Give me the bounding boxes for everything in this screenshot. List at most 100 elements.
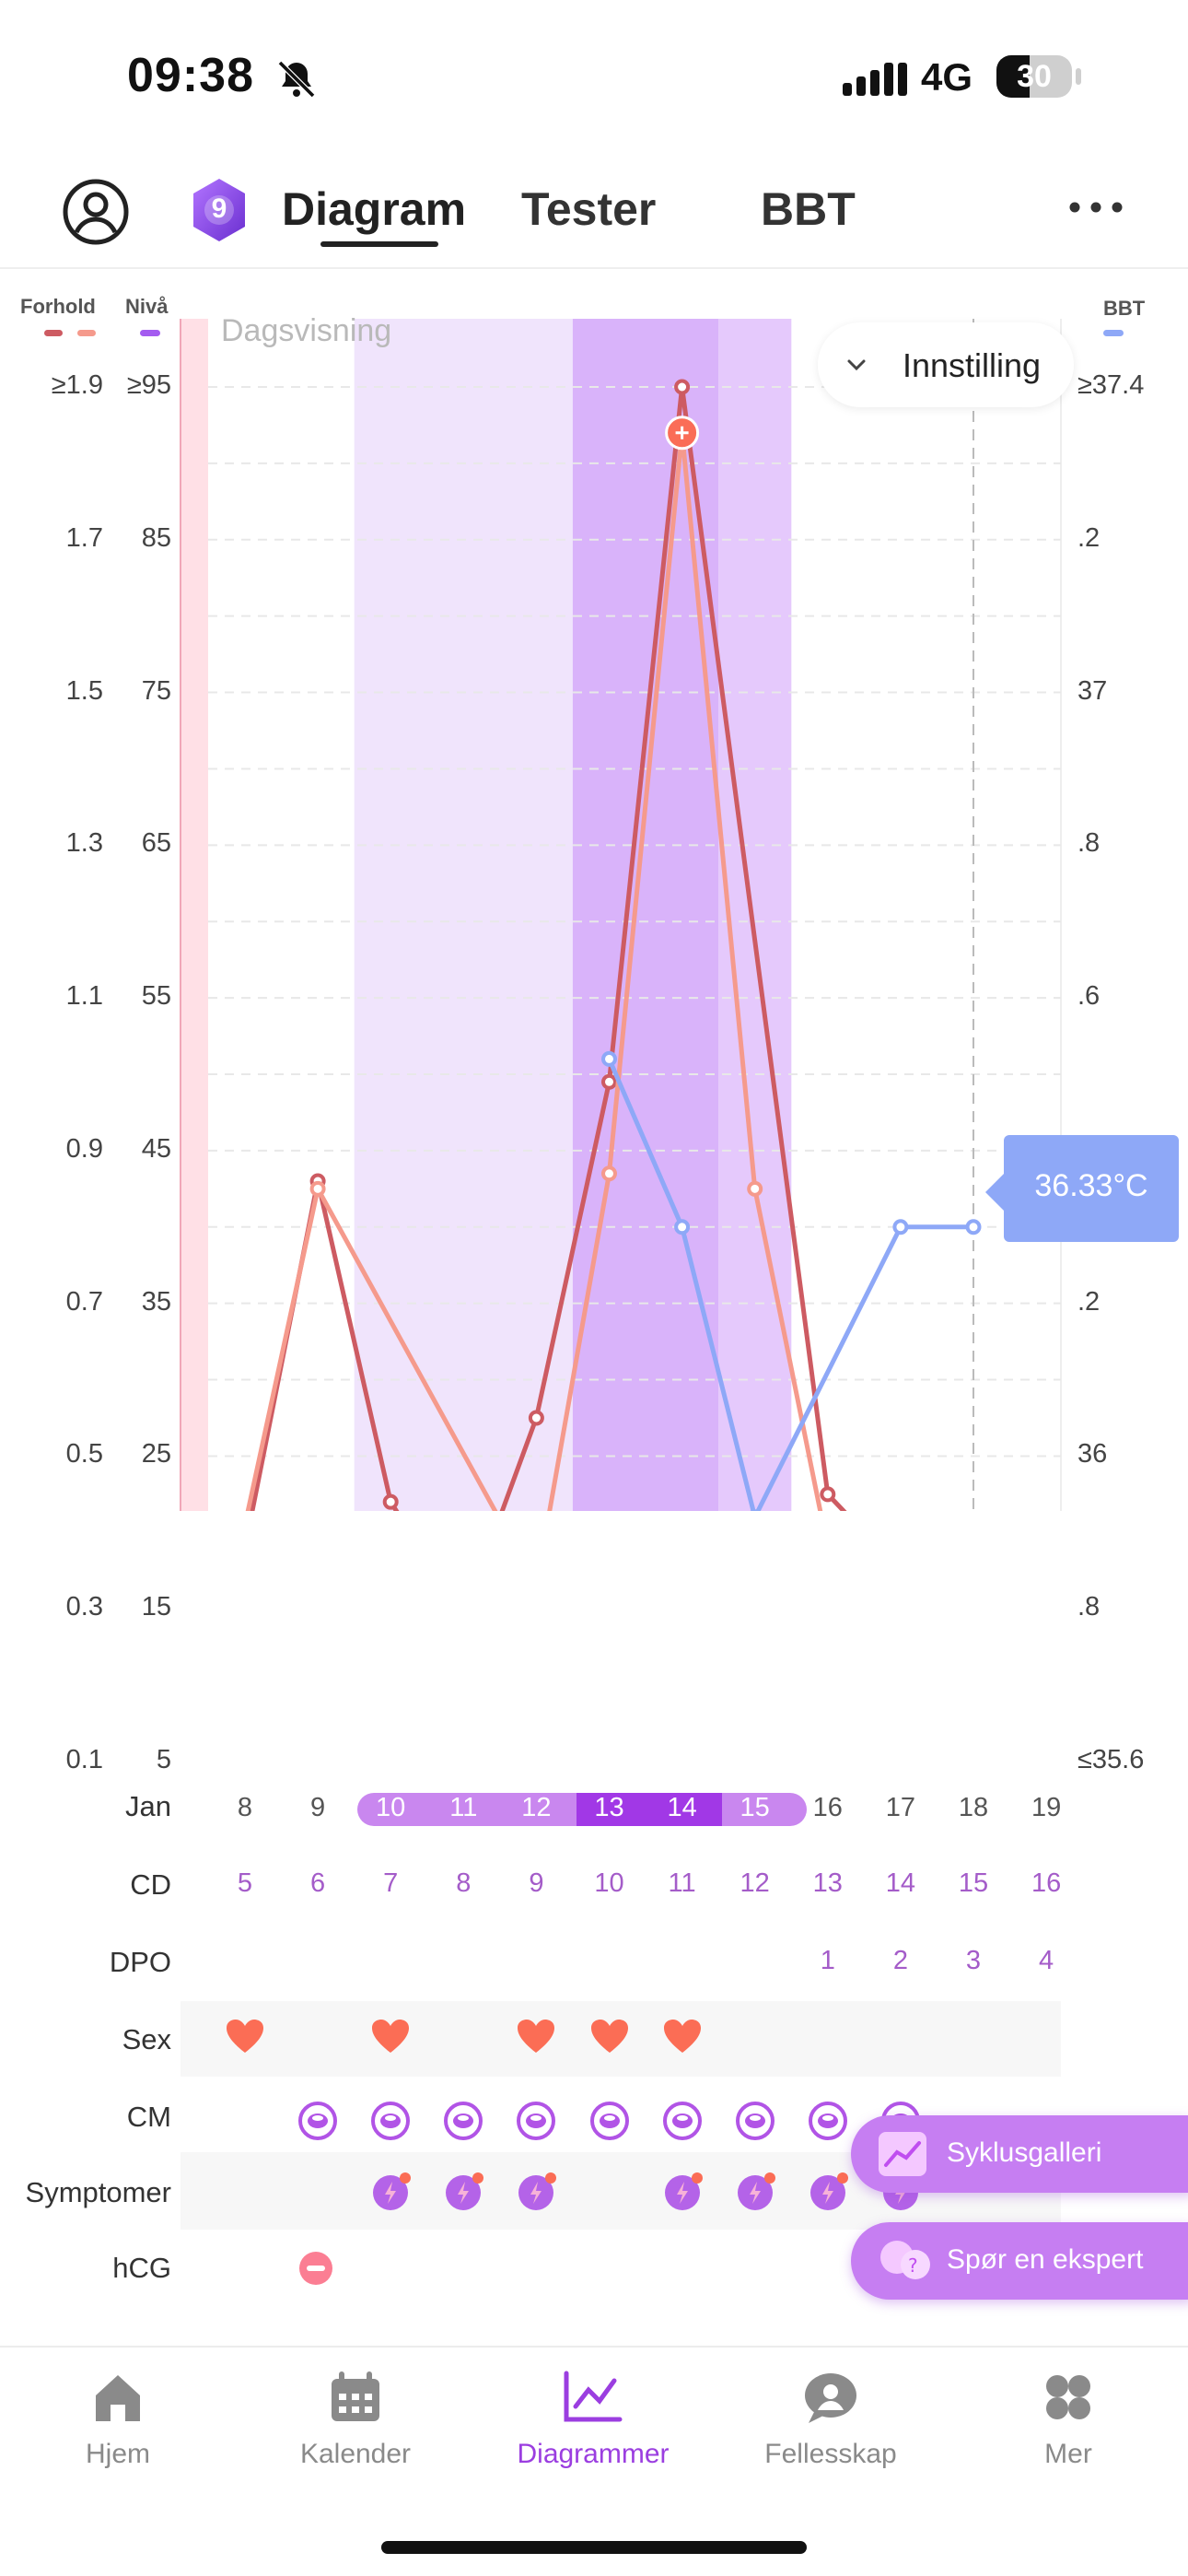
axis-tick-label: 1.7 (65, 522, 103, 553)
axis-tick-label: ≤35.6 (1077, 1745, 1145, 1774)
axis-tick-label: 0.3 (65, 1592, 103, 1622)
cdcell-value: 15 (958, 1868, 989, 1898)
cycle-chart[interactable] (0, 0, 1188, 1511)
heart-icon[interactable] (516, 2018, 556, 2059)
dpocell-value: 2 (892, 1946, 908, 1975)
community-icon (805, 2373, 856, 2423)
more-icon (1046, 2375, 1090, 2419)
heart-icon[interactable] (589, 2018, 630, 2059)
cervical-mucus-icon[interactable] (370, 2101, 411, 2146)
axis-tick-label: 75 (141, 675, 171, 706)
home-icon (96, 2375, 140, 2421)
axis-tick-label: 37 (1077, 675, 1108, 706)
period-band (181, 319, 208, 1511)
cervical-mucus-icon[interactable] (735, 2101, 775, 2146)
cdcell-value: 16 (1031, 1868, 1062, 1898)
symptom-icon[interactable] (443, 2169, 487, 2218)
axis-tick-label: .6 (1077, 981, 1101, 1012)
cdcell-value: 10 (594, 1868, 624, 1898)
badge-number: 9 (211, 193, 227, 224)
tab-diagram[interactable]: Diagram (282, 183, 467, 235)
nav-home[interactable]: Hjem (26, 2370, 210, 2470)
ratio-data-point (601, 1073, 617, 1090)
battery-icon: 30 (996, 55, 1072, 98)
legend-level-label: Nivå (125, 295, 169, 318)
axis-tick-label: .2 (1077, 1286, 1101, 1317)
tab-tester[interactable]: Tester (521, 183, 657, 235)
tab-bbt[interactable]: BBT (761, 183, 856, 235)
ratio-data-point (820, 1486, 836, 1503)
symptom-icon[interactable] (370, 2169, 414, 2218)
cdcell-value: 9 (529, 1868, 544, 1898)
cycle-gallery-button[interactable]: Syklusgalleri (851, 2115, 1188, 2193)
ratio-data-point (528, 1410, 544, 1426)
level-badge[interactable]: 9 (190, 177, 249, 243)
ratio-data-point (309, 1180, 326, 1197)
cdcell-value: 8 (456, 1868, 472, 1898)
datecell-value: 11 (449, 1793, 478, 1822)
header-divider (0, 267, 1188, 269)
symptom-icon[interactable] (662, 2169, 706, 2218)
cervical-mucus-icon[interactable] (443, 2101, 483, 2146)
peak-band (572, 319, 719, 1511)
battery-tip (1076, 68, 1081, 85)
dpocell-value: 3 (965, 1946, 982, 1975)
network-type: 4G (921, 55, 973, 99)
nav-charts-label: Diagrammer (517, 2439, 670, 2469)
hcg-negative-icon[interactable] (297, 2250, 334, 2291)
heart-icon[interactable] (662, 2018, 703, 2059)
cervical-mucus-icon[interactable] (297, 2101, 338, 2146)
nav-calendar[interactable]: Kalender (263, 2370, 448, 2470)
ratio-data-point (382, 1493, 399, 1510)
cervical-mucus-icon[interactable] (516, 2101, 556, 2146)
axis-tick-label: .8 (1077, 828, 1101, 859)
svg-text:?: ? (908, 2254, 918, 2277)
gem-icon (193, 179, 245, 241)
legend-bbt-swatch (1103, 330, 1124, 336)
nav-more[interactable]: Mer (976, 2370, 1160, 2470)
axis-tick-label: 65 (141, 828, 171, 859)
signal-icon (843, 63, 907, 96)
axis-tick-label: 0.9 (65, 1133, 103, 1164)
cervical-mucus-icon[interactable] (662, 2101, 703, 2146)
axis-tick-label: 85 (141, 522, 171, 553)
heart-icon[interactable] (370, 2018, 411, 2059)
bell-muted-icon (277, 60, 316, 99)
bbt-series-line (607, 1058, 973, 1511)
cdcell-value: 6 (310, 1868, 326, 1898)
ask-expert-label: Spør en ekspert (947, 2244, 1144, 2275)
cervical-mucus-icon[interactable] (589, 2101, 630, 2146)
nav-community[interactable]: Fellesskap (739, 2370, 923, 2470)
axis-tick-label: 5 (156, 1745, 171, 1774)
chart-view-label: Dagsvisning (221, 313, 392, 348)
cervical-mucus-icon[interactable] (808, 2101, 848, 2146)
axis-tick-label: 1.5 (65, 675, 103, 706)
chevron-down-icon (847, 359, 866, 371)
settings-button[interactable]: Innstilling (818, 322, 1074, 407)
legend-ratio-label: Forhold (20, 295, 96, 318)
axis-tick-label: 55 (141, 981, 171, 1012)
datecell-value: 18 (958, 1793, 989, 1822)
bbt-data-point (601, 1050, 617, 1067)
axis-tick-label: 0.1 (65, 1745, 103, 1774)
cdcell-value: 11 (668, 1868, 696, 1898)
symptom-icon[interactable] (808, 2169, 852, 2218)
more-options-icon[interactable] (1068, 201, 1124, 214)
legend-bbt-label: BBT (1103, 297, 1146, 320)
calendar-icon (332, 2371, 379, 2421)
bbt-tooltip-value: 36.33°C (1034, 1168, 1148, 1203)
ask-expert-button[interactable]: ? Spør en ekspert (851, 2222, 1188, 2300)
axis-tick-label: .8 (1077, 1592, 1101, 1622)
axis-tick-label: .2 (1077, 522, 1101, 553)
axis-tick-label: ≥1.9 (51, 370, 103, 400)
symptom-icon[interactable] (735, 2169, 779, 2218)
nav-charts[interactable]: Diagrammer (501, 2370, 685, 2470)
battery-level: 30 (1017, 59, 1052, 94)
symptom-icon[interactable] (516, 2169, 560, 2218)
profile-icon[interactable] (61, 177, 131, 247)
peak-days-pill (577, 1793, 724, 1826)
datecell-value: 19 (1031, 1793, 1062, 1822)
bbt-data-point (892, 1219, 909, 1235)
heart-icon[interactable] (225, 2018, 265, 2059)
fertile-window-pill-end (722, 1793, 807, 1826)
